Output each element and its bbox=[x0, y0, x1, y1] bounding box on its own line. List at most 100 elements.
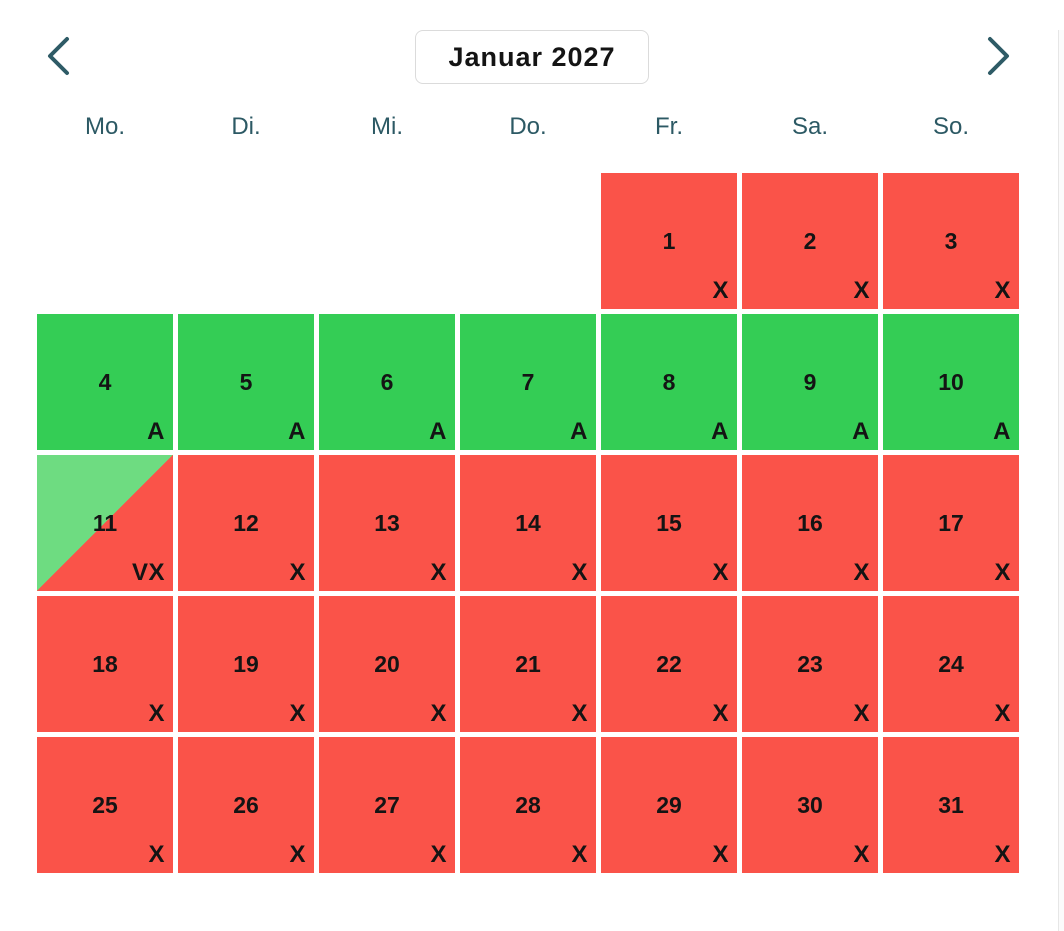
weekday-label-di: Di. bbox=[231, 113, 261, 140]
day-status-tag: A bbox=[429, 418, 447, 445]
day-status-tag: X bbox=[289, 700, 306, 727]
day-cell-22[interactable]: 22 X bbox=[601, 596, 737, 732]
day-number: 30 bbox=[797, 791, 823, 818]
day-status-tag: X bbox=[571, 841, 588, 868]
day-cell-27[interactable]: 27 X bbox=[319, 737, 455, 873]
day-cell-31[interactable]: 31 X bbox=[883, 737, 1019, 873]
day-cell-11[interactable]: 11 VX bbox=[37, 455, 173, 591]
day-status-tag: VX bbox=[131, 559, 165, 586]
day-number: 19 bbox=[233, 650, 259, 677]
weekday-label-mo: Mo. bbox=[84, 113, 125, 140]
day-status-tag: X bbox=[712, 277, 729, 304]
day-status-tag: X bbox=[853, 700, 870, 727]
weekday-label-fr: Fr. bbox=[655, 113, 683, 140]
day-cell-15[interactable]: 15 X bbox=[601, 455, 737, 591]
day-cell-19[interactable]: 19 X bbox=[178, 596, 314, 732]
day-cell-23[interactable]: 23 X bbox=[742, 596, 878, 732]
day-status-tag: X bbox=[994, 277, 1011, 304]
day-cell-13[interactable]: 13 X bbox=[319, 455, 455, 591]
day-number: 17 bbox=[938, 509, 964, 536]
day-cell-18[interactable]: 18 X bbox=[37, 596, 173, 732]
day-status-tag: X bbox=[148, 841, 165, 868]
day-cell-12[interactable]: 12 X bbox=[178, 455, 314, 591]
month-title-label: Januar 2027 bbox=[448, 41, 616, 72]
day-cell-14[interactable]: 14 X bbox=[460, 455, 596, 591]
day-status-tag: X bbox=[994, 841, 1011, 868]
next-month-button[interactable] bbox=[977, 35, 1021, 79]
day-status-tag: X bbox=[853, 841, 870, 868]
day-cell-24[interactable]: 24 X bbox=[883, 596, 1019, 732]
day-number: 2 bbox=[803, 227, 817, 254]
previous-month-button[interactable] bbox=[36, 35, 80, 79]
day-number: 14 bbox=[515, 509, 541, 536]
day-cell-20[interactable]: 20 X bbox=[319, 596, 455, 732]
day-number: 10 bbox=[938, 368, 964, 395]
day-number: 3 bbox=[944, 227, 958, 254]
day-status-tag: X bbox=[571, 700, 588, 727]
day-number: 24 bbox=[938, 650, 964, 677]
empty-cell bbox=[460, 173, 596, 309]
day-status-tag: X bbox=[148, 700, 165, 727]
weekday-label-mi: Mi. bbox=[371, 113, 403, 140]
day-number: 21 bbox=[515, 650, 541, 677]
day-number: 23 bbox=[797, 650, 823, 677]
day-status-tag: A bbox=[147, 418, 165, 445]
day-cell-21[interactable]: 21 X bbox=[460, 596, 596, 732]
day-number: 18 bbox=[92, 650, 118, 677]
day-status-tag: X bbox=[430, 841, 447, 868]
day-status-tag: X bbox=[712, 559, 729, 586]
day-number: 12 bbox=[233, 509, 259, 536]
day-cell-30[interactable]: 30 X bbox=[742, 737, 878, 873]
calendar-grid: 1 X 2 X 3 X 4 A 5 A 6 A 7 A 8 A 9 A 10 A 11 VX 12 X 13 X 14 X 15 X 16 X… bbox=[37, 173, 1019, 873]
day-status-tag: X bbox=[712, 700, 729, 727]
day-number: 27 bbox=[374, 791, 400, 818]
chevron-left-icon bbox=[43, 35, 73, 80]
day-cell-28[interactable]: 28 X bbox=[460, 737, 596, 873]
day-status-tag: X bbox=[289, 559, 306, 586]
weekday-label-so: So. bbox=[932, 113, 970, 140]
day-cell-26[interactable]: 26 X bbox=[178, 737, 314, 873]
day-number: 11 bbox=[92, 509, 118, 536]
day-number: 5 bbox=[239, 368, 253, 395]
calendar-header: Januar 2027 bbox=[0, 30, 1064, 84]
day-cell-10[interactable]: 10 A bbox=[883, 314, 1019, 450]
day-status-tag: X bbox=[571, 559, 588, 586]
day-cell-17[interactable]: 17 X bbox=[883, 455, 1019, 591]
day-number: 29 bbox=[656, 791, 682, 818]
day-status-tag: X bbox=[289, 841, 306, 868]
day-number: 16 bbox=[797, 509, 823, 536]
day-status-tag: A bbox=[288, 418, 306, 445]
empty-cell bbox=[37, 173, 173, 309]
day-status-tag: X bbox=[994, 700, 1011, 727]
month-title[interactable]: Januar 2027 bbox=[415, 30, 649, 84]
day-status-tag: A bbox=[570, 418, 588, 445]
day-status-tag: X bbox=[712, 841, 729, 868]
day-cell-25[interactable]: 25 X bbox=[37, 737, 173, 873]
day-status-tag: A bbox=[852, 418, 870, 445]
weekday-label-sa: Sa. bbox=[791, 113, 829, 140]
day-number: 26 bbox=[233, 791, 259, 818]
day-number: 4 bbox=[98, 368, 112, 395]
vertical-scrollbar[interactable] bbox=[1058, 30, 1064, 931]
day-cell-16[interactable]: 16 X bbox=[742, 455, 878, 591]
day-status-tag: X bbox=[430, 559, 447, 586]
day-cell-29[interactable]: 29 X bbox=[601, 737, 737, 873]
day-number: 13 bbox=[374, 509, 400, 536]
day-number: 28 bbox=[515, 791, 541, 818]
empty-cell bbox=[319, 173, 455, 309]
weekday-label-do: Do. bbox=[509, 113, 547, 140]
weekday-header-row: Mo. Di. Mi. Do. Fr. Sa. So. bbox=[37, 112, 1019, 142]
day-status-tag: A bbox=[711, 418, 729, 445]
day-number: 9 bbox=[803, 368, 817, 395]
day-number: 20 bbox=[374, 650, 400, 677]
day-number: 31 bbox=[938, 791, 964, 818]
